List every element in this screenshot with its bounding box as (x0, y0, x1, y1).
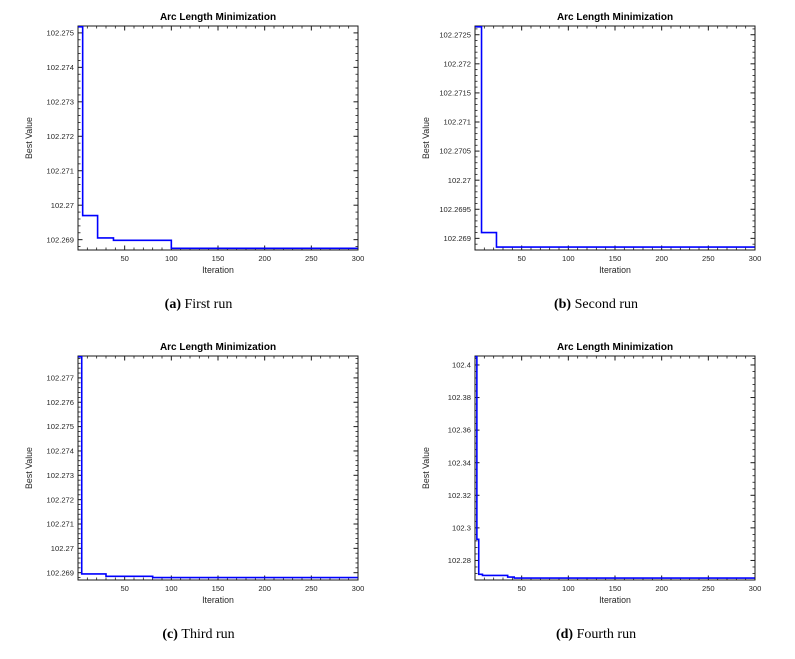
caption-label: (a) (164, 297, 181, 312)
subplot-d-caption: (d) Fourth run (397, 627, 795, 643)
svg-text:102.275: 102.275 (47, 28, 74, 37)
svg-text:50: 50 (120, 584, 128, 593)
svg-text:250: 250 (305, 254, 318, 263)
svg-text:102.28: 102.28 (448, 556, 471, 565)
svg-text:Arc Length Minimization: Arc Length Minimization (160, 12, 276, 23)
series-line (475, 355, 755, 579)
caption-label: (d) (555, 627, 574, 642)
svg-text:200: 200 (655, 584, 668, 593)
series-line (78, 25, 358, 250)
svg-text:102.277: 102.277 (47, 374, 74, 383)
svg-text:102.273: 102.273 (47, 97, 74, 106)
svg-text:200: 200 (655, 254, 668, 263)
svg-text:102.271: 102.271 (47, 520, 74, 529)
svg-text:102.269: 102.269 (444, 234, 471, 243)
svg-text:102.272: 102.272 (47, 495, 74, 504)
svg-text:150: 150 (609, 254, 622, 263)
svg-text:102.34: 102.34 (448, 458, 471, 467)
svg-text:Best Value: Best Value (421, 447, 431, 489)
svg-text:102.38: 102.38 (448, 393, 471, 402)
svg-text:Best Value: Best Value (421, 117, 431, 159)
svg-text:102.271: 102.271 (444, 118, 471, 127)
svg-text:102.269: 102.269 (47, 235, 74, 244)
svg-text:150: 150 (212, 584, 225, 593)
svg-text:102.2725: 102.2725 (439, 30, 471, 39)
chart-d-canvas: 50 100 150 200 250 300 102.28 102.3 102.32 102.34… (421, 342, 762, 605)
svg-text:200: 200 (258, 584, 271, 593)
svg-text:102.269: 102.269 (47, 568, 74, 577)
subplot-c: 50 100 150 200 250 300 102.269 102.27 102.271 102… (0, 330, 397, 659)
subplot-b-caption: (b) Second run (397, 297, 795, 313)
svg-text:50: 50 (120, 254, 128, 263)
svg-text:300: 300 (352, 584, 365, 593)
svg-text:Iteration: Iteration (202, 265, 234, 275)
caption-text: Third run (181, 627, 235, 642)
svg-text:250: 250 (702, 254, 715, 263)
caption-label: (c) (162, 627, 178, 642)
svg-text:102.27: 102.27 (51, 544, 74, 553)
series-line (475, 25, 755, 248)
svg-text:300: 300 (749, 254, 762, 263)
series-line (78, 355, 358, 579)
svg-text:Best Value: Best Value (24, 447, 34, 489)
svg-text:102.27: 102.27 (448, 176, 471, 185)
chart-c-canvas: 50 100 150 200 250 300 102.269 102.27 102.271 102… (24, 342, 365, 605)
svg-text:250: 250 (305, 584, 318, 593)
svg-text:102.272: 102.272 (47, 132, 74, 141)
svg-text:Arc Length Minimization: Arc Length Minimization (557, 342, 673, 353)
caption-text: Second run (574, 297, 638, 312)
svg-text:150: 150 (609, 584, 622, 593)
svg-text:50: 50 (517, 254, 525, 263)
svg-text:300: 300 (352, 254, 365, 263)
subplot-a-caption: (a) First run (0, 297, 397, 313)
svg-text:102.27: 102.27 (51, 201, 74, 210)
svg-text:100: 100 (165, 254, 178, 263)
caption-label: (b) (553, 297, 572, 312)
svg-text:250: 250 (702, 584, 715, 593)
svg-text:102.3: 102.3 (452, 523, 471, 532)
svg-text:Arc Length Minimization: Arc Length Minimization (557, 12, 673, 23)
subplot-b: 50 100 150 200 250 300 102.269 102.2695 102.27 10… (397, 0, 795, 330)
svg-text:102.276: 102.276 (47, 398, 74, 407)
caption-text: Fourth run (576, 627, 637, 642)
svg-text:102.274: 102.274 (47, 63, 74, 72)
svg-text:100: 100 (562, 254, 575, 263)
svg-text:Iteration: Iteration (599, 595, 631, 605)
svg-text:102.272: 102.272 (444, 59, 471, 68)
svg-text:102.2715: 102.2715 (439, 89, 471, 98)
svg-text:102.32: 102.32 (448, 491, 471, 500)
subplot-d: 50 100 150 200 250 300 102.28 102.3 102.32 102.34… (397, 330, 795, 659)
caption-text: First run (184, 297, 233, 312)
svg-text:102.2695: 102.2695 (439, 205, 471, 214)
svg-text:102.4: 102.4 (452, 361, 471, 370)
svg-text:102.275: 102.275 (47, 422, 74, 431)
subplot-c-caption: (c) Third run (0, 627, 397, 643)
svg-text:Iteration: Iteration (599, 265, 631, 275)
svg-text:102.273: 102.273 (47, 471, 74, 480)
svg-text:102.271: 102.271 (47, 166, 74, 175)
svg-text:Iteration: Iteration (202, 595, 234, 605)
chart-b-canvas: 50 100 150 200 250 300 102.269 102.2695 102.27 10… (421, 12, 762, 275)
svg-text:200: 200 (258, 254, 271, 263)
svg-text:100: 100 (165, 584, 178, 593)
chart-a-canvas: 50 100 150 200 250 300 102.269 102.27 102.271 102… (24, 12, 365, 275)
svg-text:Arc Length Minimization: Arc Length Minimization (160, 342, 276, 353)
svg-text:100: 100 (562, 584, 575, 593)
svg-text:150: 150 (212, 254, 225, 263)
svg-text:Best Value: Best Value (24, 117, 34, 159)
svg-text:300: 300 (749, 584, 762, 593)
svg-text:102.36: 102.36 (448, 426, 471, 435)
svg-text:50: 50 (517, 584, 525, 593)
svg-text:102.2705: 102.2705 (439, 147, 471, 156)
svg-text:102.274: 102.274 (47, 447, 74, 456)
subplot-a: 50 100 150 200 250 300 102.269 102.27 102.271 102… (0, 0, 397, 330)
